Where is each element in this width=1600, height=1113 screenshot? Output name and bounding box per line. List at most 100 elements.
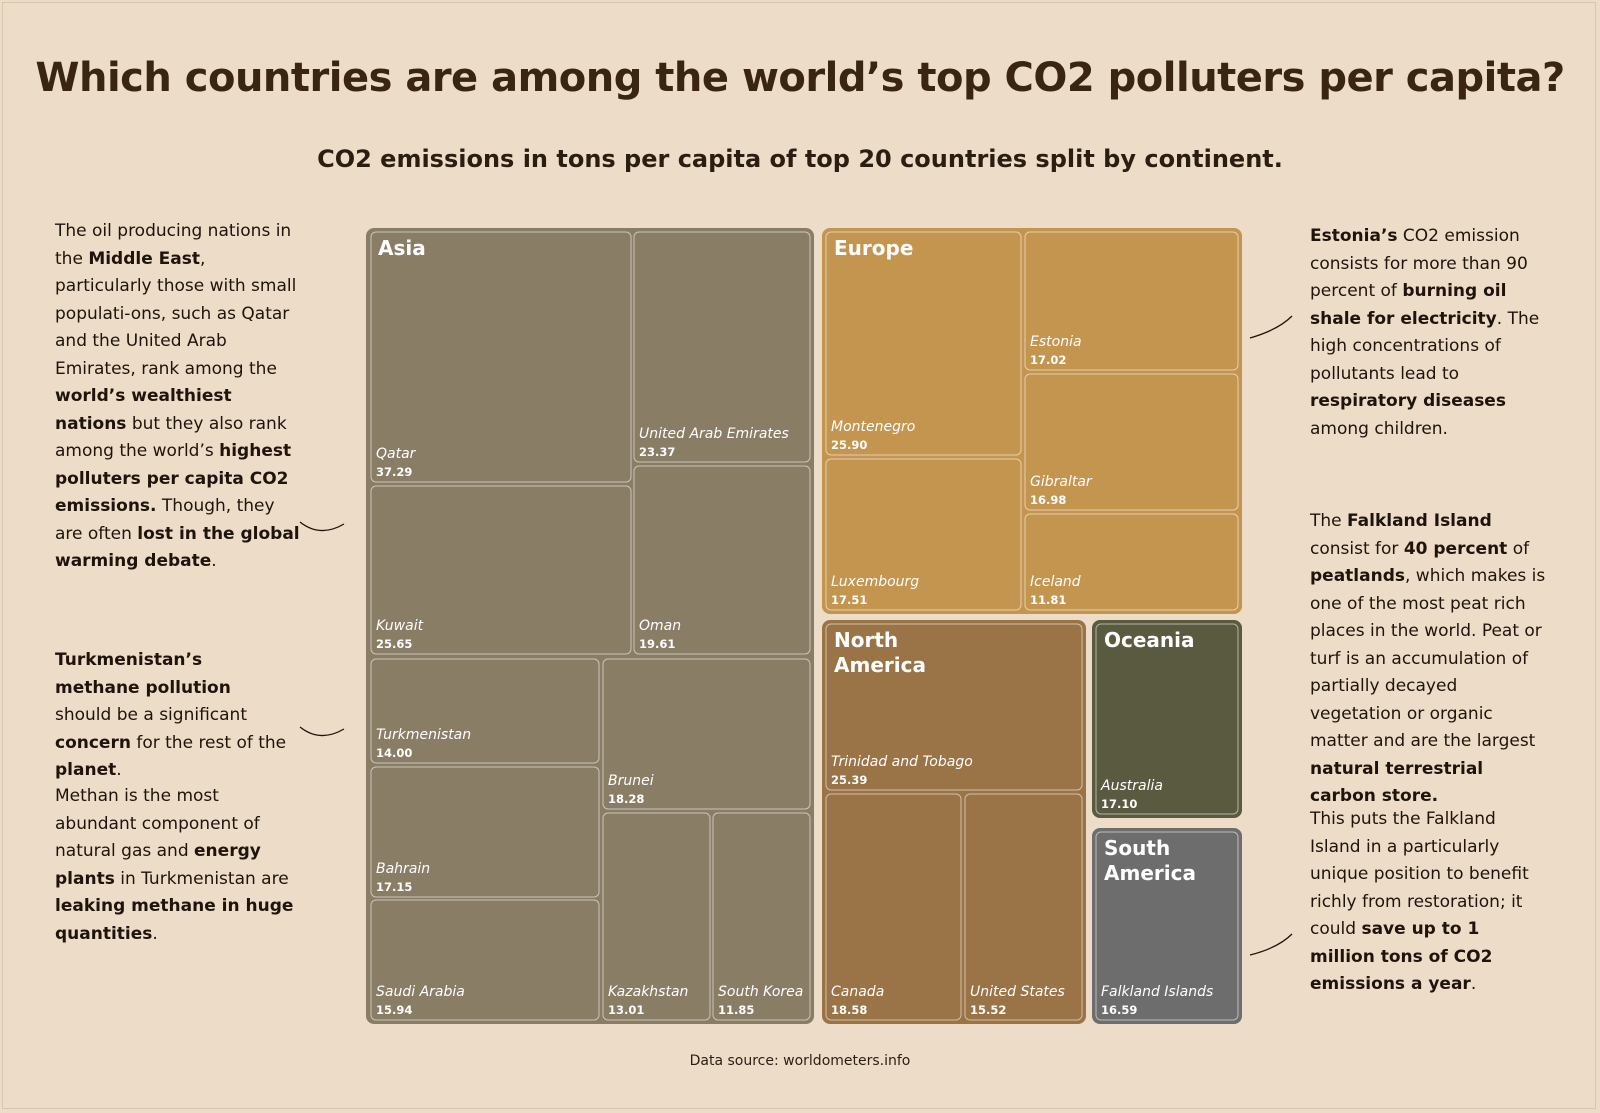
country-name: Gibraltar bbox=[1030, 474, 1093, 490]
note-segment: respiratory diseases bbox=[1310, 391, 1506, 411]
country-name: Falkland Islands bbox=[1101, 984, 1213, 1000]
country-rect bbox=[825, 793, 962, 1021]
country-name: Iceland bbox=[1030, 574, 1081, 590]
country-name: United Arab Emirates bbox=[639, 426, 789, 442]
continent-block bbox=[1092, 828, 1242, 1024]
country-tile-qatar: Qatar 37.29 bbox=[370, 231, 632, 483]
note-methane: Methan is the most abundant component of… bbox=[55, 783, 305, 948]
note-segment: lost in the global warming debate bbox=[55, 523, 300, 572]
continent-north-america: Trinidad and Tobago 25.39 Canada 18.58 Unite… bbox=[822, 620, 1086, 1024]
country-name: Australia bbox=[1100, 778, 1163, 794]
country-tile-south-korea: South Korea 11.85 bbox=[712, 812, 811, 1021]
country-tile-oman: Oman 19.61 bbox=[633, 465, 811, 655]
note-segment: Methan is the most abundant component of… bbox=[55, 786, 260, 861]
country-tile-gibraltar: Gibraltar 16.98 bbox=[1024, 373, 1239, 511]
country-tile-luxembourg: Luxembourg 17.51 bbox=[825, 458, 1022, 611]
note-segment: natural terrestrial carbon store. bbox=[1310, 758, 1484, 807]
continent-south-america: Falkland Islands 16.59 South America bbox=[1092, 828, 1242, 1024]
continent-block bbox=[1092, 620, 1242, 818]
note-segment: This puts the Falkland Island in a parti… bbox=[1310, 809, 1529, 939]
note-segment: . The high concentrations of pollutants … bbox=[1310, 308, 1540, 384]
data-source: Data source: worldometers.info bbox=[689, 1053, 911, 1069]
callout-line-turkmenistan bbox=[299, 726, 345, 737]
note-segment: Middle East bbox=[88, 248, 200, 269]
country-rect bbox=[370, 658, 600, 764]
note-segment: in Turkmenistan are bbox=[114, 868, 289, 889]
country-name: Turkmenistan bbox=[376, 727, 471, 743]
country-rect bbox=[825, 623, 1083, 791]
note-segment: The oil producing nations in the bbox=[55, 221, 292, 269]
country-name: Montenegro bbox=[831, 419, 915, 435]
note-segment: . bbox=[152, 923, 158, 944]
country-name: Kazakhstan bbox=[608, 984, 688, 1000]
country-value: 18.58 bbox=[831, 1003, 867, 1017]
country-tile-trinidad-and-tobago: Trinidad and Tobago 25.39 bbox=[825, 623, 1083, 791]
note-segment: for the rest of the bbox=[130, 732, 287, 753]
note-restoration: This puts the Falkland Island in a parti… bbox=[1310, 806, 1535, 999]
country-rect bbox=[1024, 231, 1239, 371]
continent-europe: Montenegro 25.90 Estonia 17.02 Gibraltar 16.9… bbox=[822, 228, 1242, 614]
country-value: 15.52 bbox=[970, 1003, 1006, 1017]
country-rect bbox=[825, 231, 1022, 456]
country-name: Saudi Arabia bbox=[376, 984, 465, 1000]
continent-label: Asia bbox=[378, 236, 426, 260]
note-segment: CO2 emission consists for more than 90 p… bbox=[1310, 226, 1528, 301]
note-middle-east: The oil producing nations in the Middle … bbox=[55, 218, 305, 576]
country-tile-turkmenistan: Turkmenistan 14.00 bbox=[370, 658, 600, 764]
country-rect bbox=[712, 812, 811, 1021]
country-value: 17.51 bbox=[831, 593, 867, 607]
country-name: Bahrain bbox=[376, 861, 430, 877]
note-segment: , which makes is one of the most peat ri… bbox=[1310, 566, 1546, 751]
continent-label: North America bbox=[834, 628, 926, 677]
country-value: 11.85 bbox=[718, 1003, 754, 1017]
country-tile-kuwait: Kuwait 25.65 bbox=[370, 485, 632, 655]
country-rect bbox=[964, 793, 1083, 1021]
note-segment: energy plants bbox=[55, 841, 261, 889]
note-segment: . bbox=[116, 760, 122, 780]
note-estonia: Estonia’s CO2 emission consists for more… bbox=[1310, 223, 1550, 443]
country-rect bbox=[1024, 513, 1239, 611]
country-value: 15.94 bbox=[376, 1003, 412, 1017]
note-segment: concern bbox=[55, 732, 131, 753]
continent-label: South America bbox=[1104, 836, 1196, 885]
country-value: 37.29 bbox=[376, 465, 412, 479]
country-tile-canada: Canada 18.58 bbox=[825, 793, 962, 1021]
country-value: 17.15 bbox=[376, 880, 412, 894]
country-name: Estonia bbox=[1030, 334, 1082, 350]
country-rect bbox=[602, 658, 811, 810]
note-segment: Turkmenistan’s methane pollution bbox=[55, 650, 231, 698]
country-name: Canada bbox=[831, 984, 884, 1000]
country-tile-bahrain: Bahrain 17.15 bbox=[370, 766, 600, 898]
country-rect bbox=[370, 766, 600, 898]
country-rect bbox=[825, 458, 1022, 611]
country-value: 16.59 bbox=[1101, 1003, 1137, 1017]
country-tile-kazakhstan: Kazakhstan 13.01 bbox=[602, 812, 711, 1021]
note-segment: save up to 1 million tons of CO2 emissio… bbox=[1310, 919, 1493, 994]
country-name: Kuwait bbox=[376, 618, 424, 634]
callout-line-estonia bbox=[1249, 315, 1293, 339]
note-segment: leaking methane in huge quantities bbox=[55, 896, 294, 944]
country-tile-estonia: Estonia 17.02 bbox=[1024, 231, 1239, 371]
country-rect bbox=[633, 231, 811, 463]
country-value: 17.10 bbox=[1101, 797, 1137, 811]
note-segment: highest polluters per capita CO2 emissio… bbox=[55, 441, 292, 516]
note-segment: burning oil shale for electricity bbox=[1310, 281, 1507, 329]
continent-asia: Qatar 37.29 United Arab Emirates 23.37 Kuwai… bbox=[366, 228, 814, 1024]
country-tile-united-states: United States 15.52 bbox=[964, 793, 1083, 1021]
continent-block bbox=[822, 228, 1242, 614]
note-segment: planet bbox=[55, 760, 117, 780]
country-tile-montenegro: Montenegro 25.90 bbox=[825, 231, 1022, 456]
continent-block bbox=[366, 228, 814, 1024]
country-value: 25.39 bbox=[831, 773, 867, 787]
country-value: 13.01 bbox=[608, 1003, 644, 1017]
country-name: Trinidad and Tobago bbox=[831, 754, 973, 770]
continent-oceania: Australia 17.10 Oceania bbox=[1092, 620, 1242, 818]
continent-label: Oceania bbox=[1104, 628, 1195, 652]
note-segment: among children. bbox=[1310, 418, 1448, 439]
country-rect bbox=[1024, 373, 1239, 511]
country-tile-united-arab-emirates: United Arab Emirates 23.37 bbox=[633, 231, 811, 463]
country-name: South Korea bbox=[718, 984, 803, 1000]
